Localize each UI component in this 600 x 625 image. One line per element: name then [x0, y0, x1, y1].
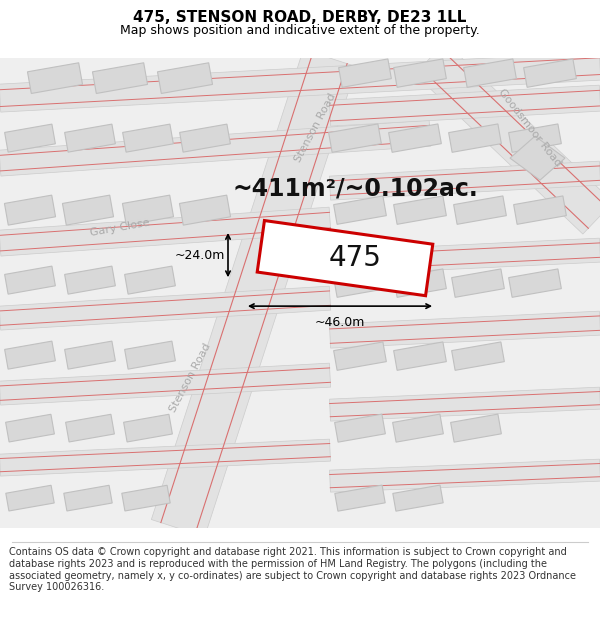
Polygon shape — [334, 196, 386, 224]
Polygon shape — [0, 52, 600, 112]
Polygon shape — [514, 196, 566, 224]
Text: 475, STENSON ROAD, DERBY, DE23 1LL: 475, STENSON ROAD, DERBY, DE23 1LL — [133, 11, 467, 26]
Polygon shape — [0, 286, 331, 330]
Text: Contains OS data © Crown copyright and database right 2021. This information is : Contains OS data © Crown copyright and d… — [9, 548, 576, 592]
Polygon shape — [5, 266, 55, 294]
Polygon shape — [389, 124, 442, 152]
Polygon shape — [338, 59, 391, 88]
Polygon shape — [449, 124, 502, 152]
Polygon shape — [334, 269, 386, 298]
Polygon shape — [394, 342, 446, 371]
Polygon shape — [65, 414, 115, 442]
Polygon shape — [5, 341, 55, 369]
Polygon shape — [179, 124, 230, 152]
Polygon shape — [394, 196, 446, 224]
Polygon shape — [125, 341, 175, 369]
Text: Stenson Road: Stenson Road — [167, 342, 212, 414]
Polygon shape — [64, 485, 112, 511]
Polygon shape — [329, 459, 600, 492]
Polygon shape — [122, 485, 170, 511]
Polygon shape — [329, 387, 600, 421]
Polygon shape — [65, 266, 115, 294]
Polygon shape — [65, 124, 115, 152]
Polygon shape — [329, 124, 382, 152]
Polygon shape — [62, 195, 113, 225]
Polygon shape — [122, 124, 173, 152]
Text: Goodsmoor Road: Goodsmoor Road — [497, 88, 563, 169]
Polygon shape — [124, 414, 172, 442]
Text: Map shows position and indicative extent of the property.: Map shows position and indicative extent… — [120, 24, 480, 37]
Polygon shape — [0, 439, 331, 476]
Polygon shape — [6, 485, 54, 511]
Polygon shape — [329, 161, 600, 200]
Polygon shape — [335, 485, 385, 511]
Text: ~411m²/~0.102ac.: ~411m²/~0.102ac. — [232, 176, 478, 200]
Text: ~46.0m: ~46.0m — [315, 316, 365, 329]
Polygon shape — [509, 269, 562, 298]
Polygon shape — [452, 342, 505, 371]
Polygon shape — [329, 85, 600, 126]
Text: Stenson Road: Stenson Road — [293, 92, 337, 164]
Polygon shape — [509, 124, 562, 152]
Text: 475: 475 — [329, 244, 382, 272]
Polygon shape — [334, 342, 386, 371]
Polygon shape — [329, 311, 600, 348]
Polygon shape — [452, 269, 505, 298]
Polygon shape — [329, 238, 600, 275]
Polygon shape — [464, 59, 517, 88]
Polygon shape — [451, 414, 502, 442]
Text: Gary Close: Gary Close — [89, 218, 151, 238]
Polygon shape — [5, 414, 55, 442]
Polygon shape — [0, 207, 331, 256]
Polygon shape — [28, 62, 83, 94]
Polygon shape — [394, 59, 446, 88]
Polygon shape — [179, 195, 230, 225]
Polygon shape — [157, 62, 212, 94]
Polygon shape — [125, 266, 175, 294]
Polygon shape — [335, 414, 385, 442]
Polygon shape — [392, 414, 443, 442]
Polygon shape — [4, 195, 56, 225]
Polygon shape — [394, 269, 446, 298]
Polygon shape — [92, 62, 148, 94]
Polygon shape — [0, 120, 431, 176]
Polygon shape — [510, 136, 565, 180]
Polygon shape — [5, 124, 55, 152]
Polygon shape — [415, 42, 600, 234]
Polygon shape — [0, 363, 331, 405]
Text: ~24.0m: ~24.0m — [175, 249, 225, 262]
Polygon shape — [122, 195, 173, 225]
Polygon shape — [257, 221, 433, 296]
Polygon shape — [524, 59, 577, 88]
Polygon shape — [393, 485, 443, 511]
Polygon shape — [151, 49, 356, 537]
Polygon shape — [65, 341, 115, 369]
Polygon shape — [454, 196, 506, 224]
